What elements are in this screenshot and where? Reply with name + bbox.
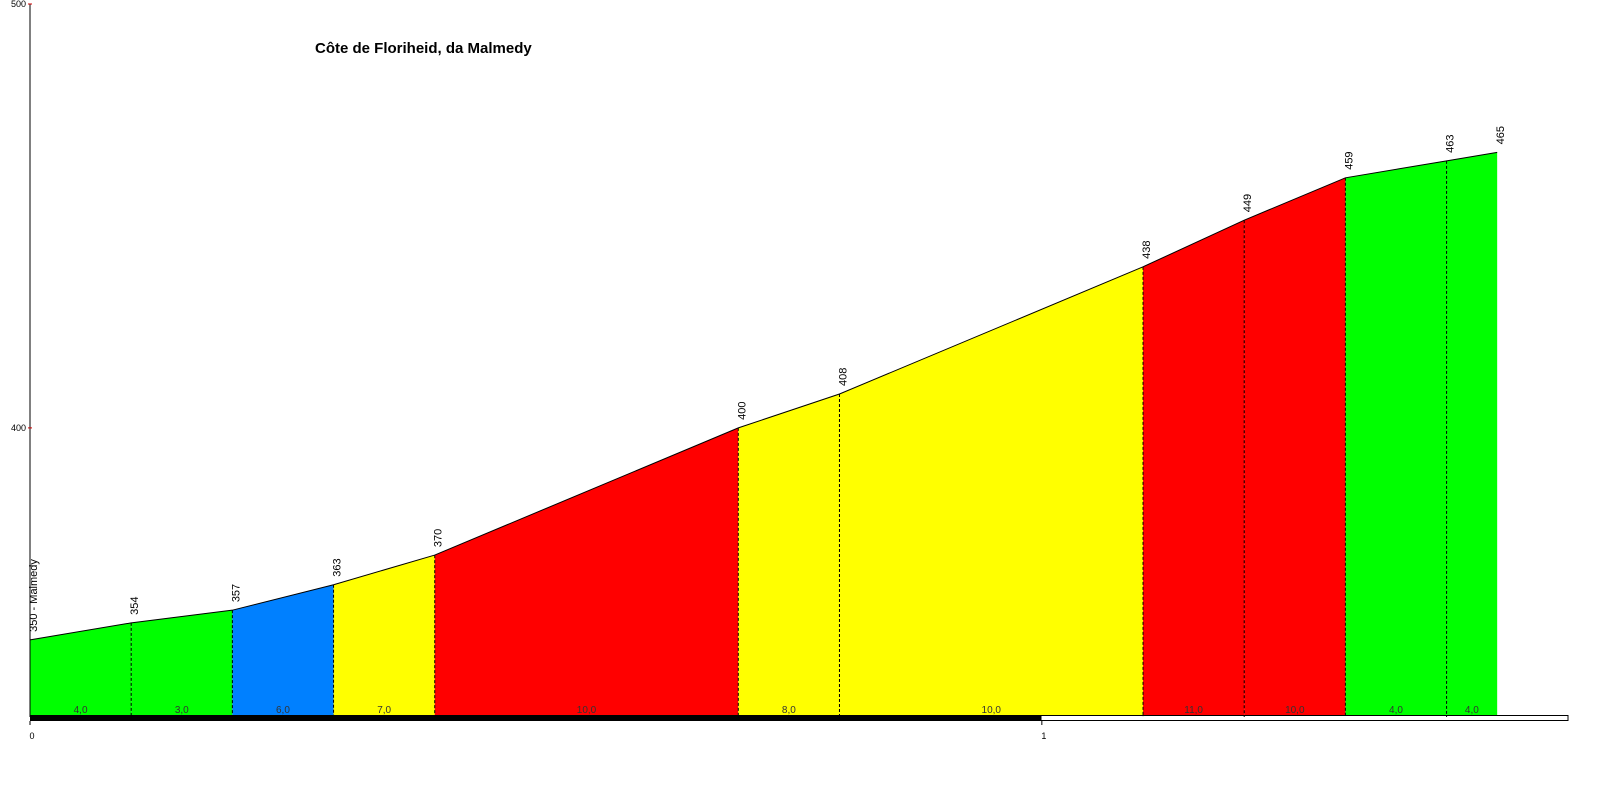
chart-title: Côte de Floriheid, da Malmedy — [315, 40, 532, 57]
gradient-segment — [434, 427, 739, 717]
gradient-segment — [1143, 220, 1245, 717]
x-tick-label: 1 — [1041, 731, 1046, 741]
elevation-label: 363 — [332, 558, 344, 576]
gradient-label: 4,0 — [74, 705, 88, 716]
y-tick-label: 400 — [11, 423, 26, 433]
gradient-segment — [232, 584, 334, 717]
plot-area — [30, 152, 1498, 718]
elevation-label: 370 — [433, 529, 445, 547]
gradient-label: 7,0 — [377, 705, 391, 716]
elevation-label: 449 — [1242, 194, 1254, 212]
gradient-segment — [131, 610, 233, 717]
gradient-label: 10,0 — [1285, 705, 1305, 716]
elevation-label: 465 — [1495, 126, 1507, 144]
gradient-label: 4,0 — [1465, 705, 1479, 716]
elevation-label: 408 — [837, 368, 849, 386]
gradient-label: 10,0 — [577, 705, 597, 716]
gradient-segment — [1345, 160, 1447, 718]
scale-bar-dark — [30, 715, 1041, 721]
gradient-segment — [839, 266, 1144, 717]
elevation-label: 357 — [230, 584, 242, 602]
elevation-label: 463 — [1445, 134, 1457, 152]
gradient-segment — [1244, 177, 1346, 717]
scale-bar-light — [1040, 715, 1569, 721]
y-tick-label: 500 — [11, 0, 26, 9]
gradient-label: 6,0 — [276, 705, 290, 716]
gradient-label: 8,0 — [782, 705, 796, 716]
gradient-label: 11,0 — [1184, 705, 1203, 716]
gradient-label: 3,0 — [175, 705, 189, 716]
elevation-label: 459 — [1343, 151, 1355, 169]
gradient-segment — [333, 555, 435, 717]
gradient-segment — [738, 393, 840, 717]
x-tick-label: 0 — [29, 731, 34, 741]
gradient-label: 4,0 — [1389, 705, 1403, 716]
elevation-label: 350 - Malmedy — [28, 559, 40, 632]
profile-line — [29, 151, 1498, 641]
elevation-label: 400 — [736, 402, 748, 420]
gradient-label: 10,0 — [982, 705, 1002, 716]
gradient-segment — [1446, 152, 1498, 717]
gradient-segment — [30, 622, 132, 717]
elevation-label: 438 — [1141, 240, 1153, 258]
elevation-label: 354 — [129, 597, 141, 615]
